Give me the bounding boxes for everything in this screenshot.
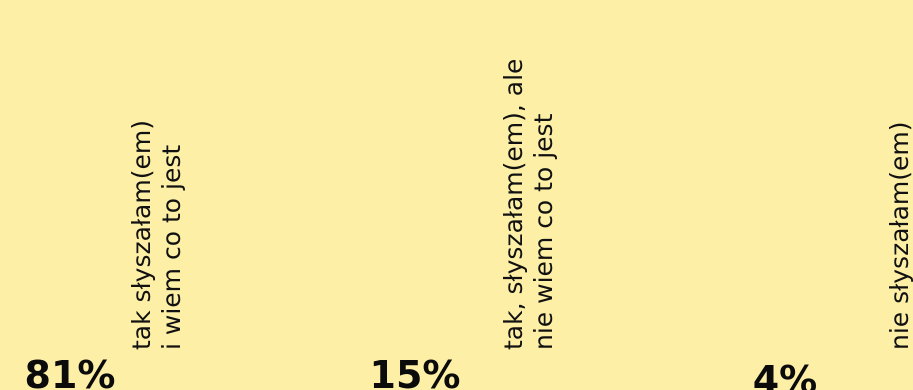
category-label-line: tak słyszałam(em) (127, 120, 156, 350)
value-label: 4% (753, 358, 818, 390)
category-label-line: nie wiem co to jest (529, 113, 558, 350)
person-empty (335, 51, 495, 338)
person-fill-bar (705, 322, 865, 335)
person-group: 4% nie słyszałam(em) (705, 51, 913, 390)
category-label-line: i wiem co to jest (157, 145, 186, 350)
person-group: 81% tak słyszałam(em) i wiem co to jest (25, 120, 186, 390)
person-empty (705, 51, 865, 338)
category-label-line: nie słyszałam(em) (885, 121, 913, 350)
person-fill-bar (335, 291, 495, 335)
person-group: 15% tak, słyszałam(em), ale nie wiem co to… (335, 51, 558, 390)
value-label: 15% (370, 353, 461, 390)
category-label-line: tak, słyszałam(em), ale (499, 59, 528, 350)
value-label: 81% (25, 353, 116, 390)
